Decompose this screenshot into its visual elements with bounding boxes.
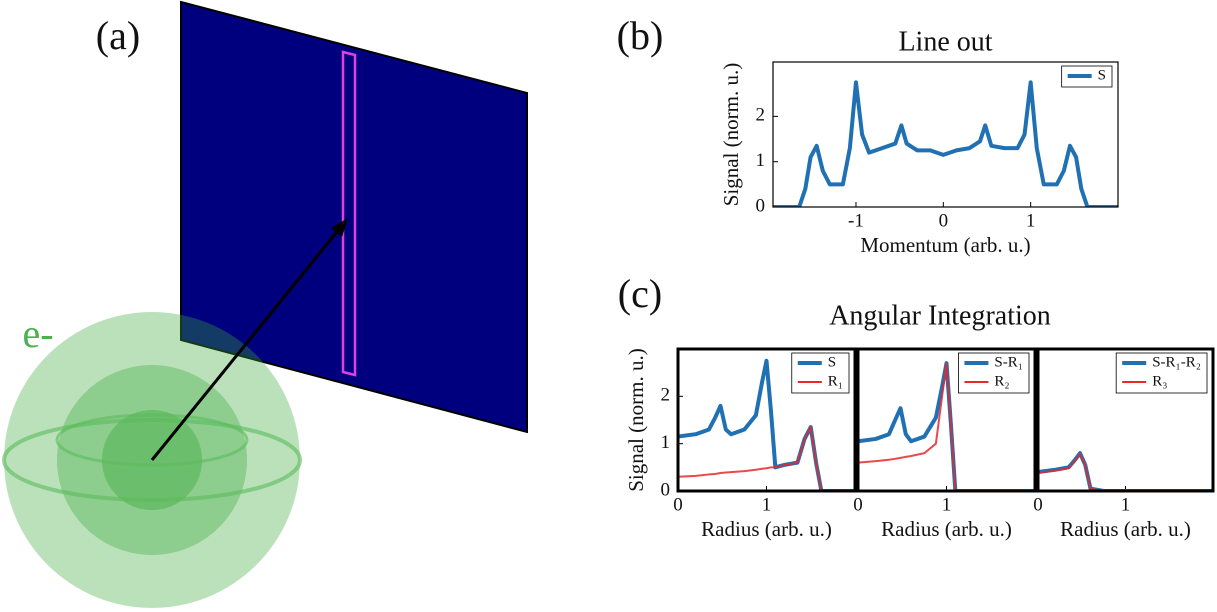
legend: S R₁ <box>791 352 850 394</box>
y-axis-label: Signal (norm. u.) <box>624 348 648 491</box>
x-tick-label: 0 <box>1033 494 1043 515</box>
x-tick-label: 1 <box>1026 210 1036 231</box>
legend-box <box>958 352 1030 394</box>
x-tick-label: 1 <box>1121 494 1131 515</box>
legend-label: R₁ <box>828 373 843 389</box>
axes-frame <box>676 347 857 493</box>
electron-label: e- <box>22 311 53 356</box>
x-tick-label: 0 <box>673 494 683 515</box>
x-axis-label: Momentum (arb. u.) <box>860 233 1030 257</box>
panel-label: (a) <box>96 13 140 58</box>
arrow <box>150 227 342 461</box>
chart-title: Line out <box>898 26 992 57</box>
y-tick-label: 2 <box>756 105 766 126</box>
chart: 0 1 2 -1 0 1 Line out Momentum (arb. u.) Signal … <box>719 26 1119 257</box>
panel-label: (b) <box>617 13 664 58</box>
series-line <box>773 80 1118 207</box>
y-tick-label: 0 <box>661 479 671 500</box>
legend: S <box>1061 65 1113 88</box>
legend-label: S-R₁-R₂ <box>1152 354 1201 370</box>
axes-frame <box>1036 347 1215 493</box>
legend: S-R₁ R₂ <box>958 352 1030 394</box>
x-tick-label: 1 <box>942 494 952 515</box>
x-tick-label: 0 <box>853 494 863 515</box>
legend-label: R₂ <box>994 373 1009 389</box>
x-tick-label: 0 <box>939 210 949 231</box>
legend-box <box>1115 352 1208 394</box>
legend: S-R₁-R₂ R₃ <box>1115 352 1208 394</box>
y-tick-label: 2 <box>661 385 671 406</box>
x-axis-label: Radius (arb. u.) <box>701 517 832 541</box>
legend-label: R₃ <box>1152 373 1167 389</box>
x-axis-label: Radius (arb. u.) <box>1060 517 1191 541</box>
legend-box <box>791 352 850 394</box>
group-title: Angular Integration <box>829 300 1051 331</box>
legend-label: S-R₁ <box>994 354 1023 370</box>
lineout-window <box>341 50 357 377</box>
y-axis-label: Signal (norm. u.) <box>719 63 743 206</box>
y-tick-label: 0 <box>756 195 766 216</box>
x-tick-label: 1 <box>762 494 772 515</box>
x-tick-label: -1 <box>848 210 864 231</box>
illustration: (a) e- <box>2 0 528 608</box>
panel-label: (c) <box>618 271 662 316</box>
series-line <box>678 426 855 491</box>
arrow-head <box>331 218 348 237</box>
legend-label: S <box>1098 67 1106 83</box>
x-axis-label: Radius (arb. u.) <box>881 517 1012 541</box>
series-line <box>1038 451 1213 491</box>
legend-label: S <box>828 354 836 370</box>
axes-frame <box>772 61 1119 208</box>
y-tick-label: 1 <box>756 150 766 171</box>
series-line <box>858 362 1035 491</box>
axes-frame <box>856 347 1037 493</box>
y-tick-label: 1 <box>661 432 671 453</box>
series-line <box>1038 453 1213 491</box>
